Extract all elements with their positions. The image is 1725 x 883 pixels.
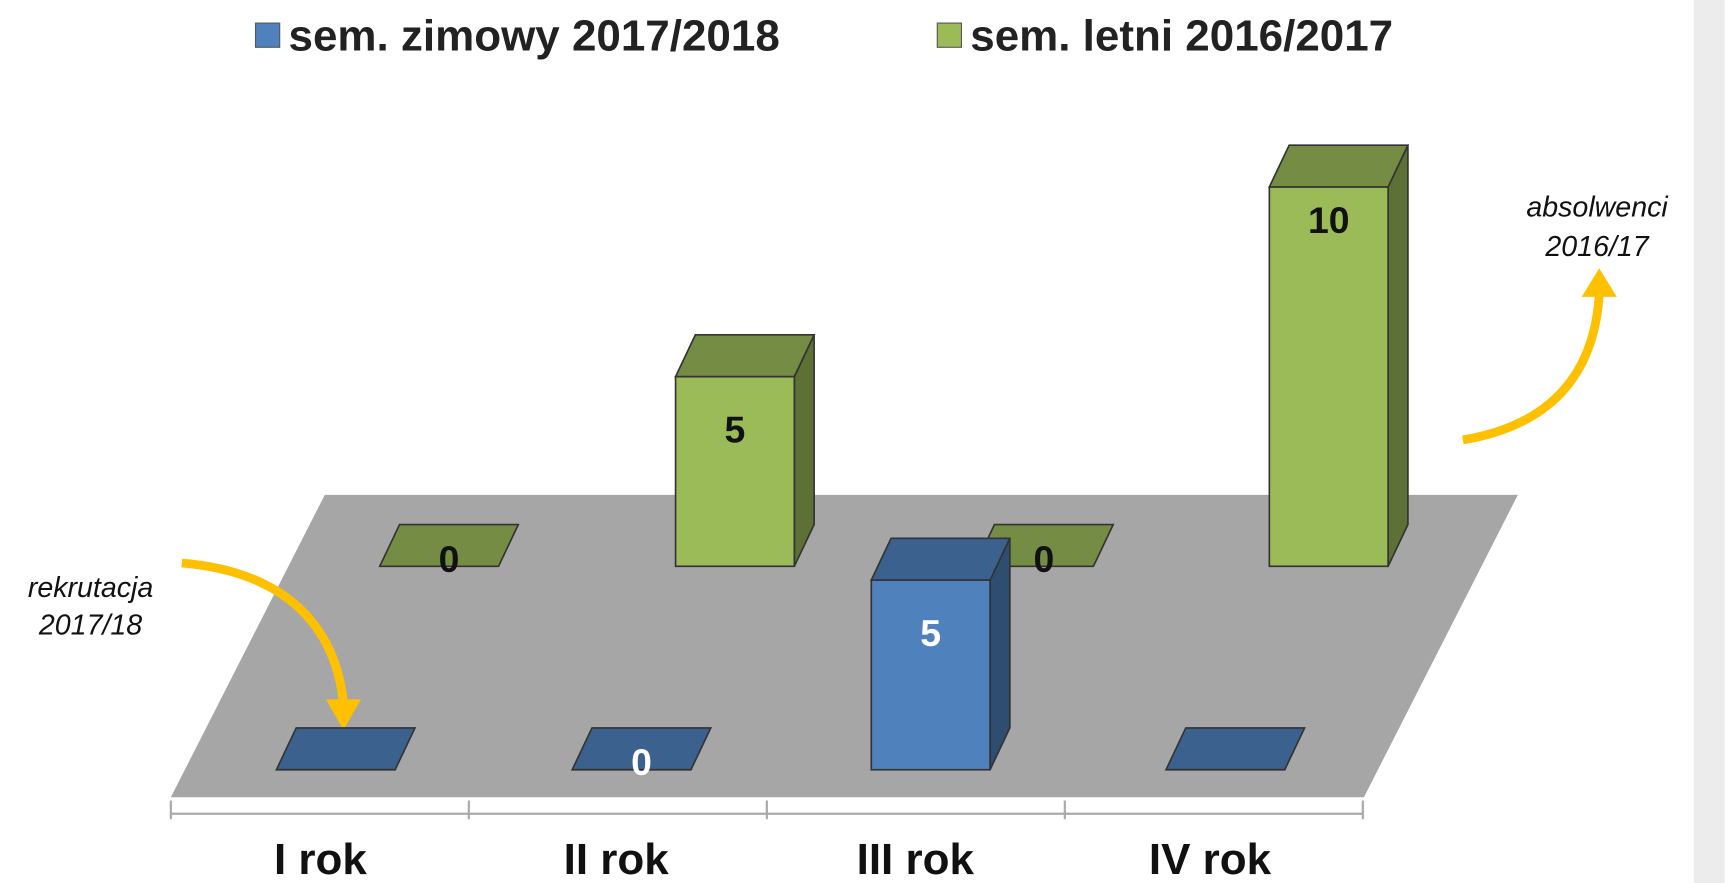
x-tick-label: III rok (857, 835, 975, 883)
bar (869, 537, 1012, 771)
legend-label: sem. zimowy 2017/2018 (288, 12, 779, 61)
bar (674, 334, 816, 568)
data-label: 0 (439, 538, 460, 580)
annotation: 2016/17 (1544, 231, 1649, 263)
data-label: 0 (1034, 538, 1055, 580)
x-tick-label: II rok (564, 835, 670, 883)
x-tick-label: I rok (274, 835, 367, 883)
bar-side (1387, 144, 1409, 567)
bar-top (275, 727, 417, 771)
bar (1268, 144, 1410, 568)
data-label: 10 (1308, 199, 1350, 241)
annotation: 2017/18 (38, 609, 142, 641)
side-strip (1693, 0, 1725, 883)
bar (378, 523, 520, 568)
bar-top (869, 537, 1012, 581)
x-tick-label: IV rok (1149, 835, 1272, 883)
bar (1164, 727, 1306, 771)
data-label: 5 (725, 409, 746, 451)
bar (275, 727, 417, 771)
bar-front (1268, 186, 1389, 568)
bar (570, 727, 713, 771)
annotation: rekrutacja (28, 572, 153, 604)
bar-top (1164, 727, 1306, 771)
arrow (1462, 294, 1604, 445)
arrows (181, 268, 1617, 731)
bar-top (378, 523, 520, 568)
legend-swatch (936, 22, 963, 48)
data-label: 0 (631, 741, 652, 783)
legend-swatch (254, 22, 281, 48)
floor (170, 494, 1518, 798)
annotation: absolwenci (1526, 192, 1668, 224)
bar-top (570, 727, 713, 771)
arrow-head (325, 699, 362, 731)
arrow (181, 558, 348, 705)
bar-top (1268, 144, 1410, 188)
bar-front (674, 375, 796, 568)
data-label: 5 (920, 612, 941, 654)
arrow-head (1581, 268, 1617, 297)
bar-top (674, 334, 816, 378)
legend-label: sem. letni 2016/2017 (970, 12, 1393, 61)
bar-front (870, 579, 991, 771)
